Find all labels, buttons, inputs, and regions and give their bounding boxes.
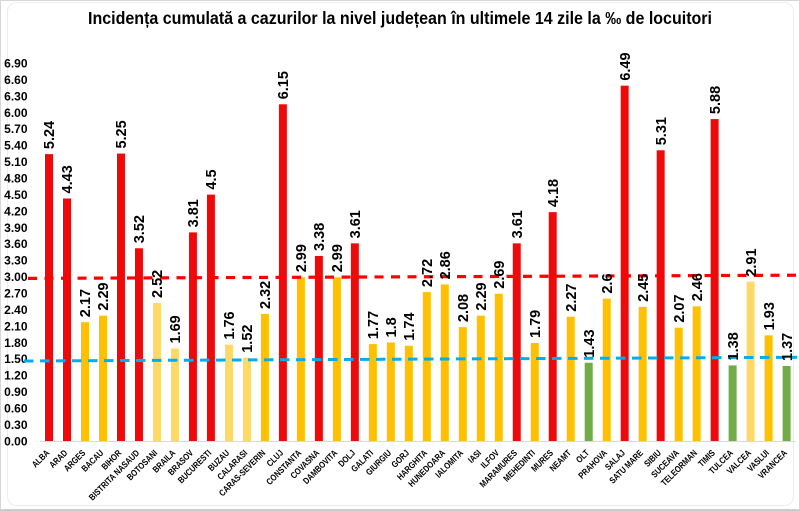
svg-text:2.70: 2.70 xyxy=(4,287,28,301)
svg-text:1.43: 1.43 xyxy=(582,329,598,357)
svg-text:0.30: 0.30 xyxy=(4,418,28,432)
svg-text:6.30: 6.30 xyxy=(4,89,28,103)
svg-text:2.32: 2.32 xyxy=(258,281,274,309)
svg-text:2.17: 2.17 xyxy=(78,289,94,317)
svg-text:2.07: 2.07 xyxy=(672,294,688,322)
svg-text:4.50: 4.50 xyxy=(4,188,28,202)
svg-text:6.60: 6.60 xyxy=(4,73,28,87)
svg-text:1.37: 1.37 xyxy=(780,333,796,361)
svg-text:3.00: 3.00 xyxy=(4,270,28,284)
svg-text:5.10: 5.10 xyxy=(4,155,28,169)
svg-text:1.93: 1.93 xyxy=(762,302,778,330)
svg-text:1.52: 1.52 xyxy=(240,325,256,353)
svg-text:2.6: 2.6 xyxy=(600,273,616,293)
svg-text:6.49: 6.49 xyxy=(618,52,634,80)
svg-text:2.10: 2.10 xyxy=(4,319,28,333)
svg-text:1.74: 1.74 xyxy=(402,313,418,341)
svg-text:3.30: 3.30 xyxy=(4,254,28,268)
svg-text:2.52: 2.52 xyxy=(150,270,166,298)
svg-text:1.80: 1.80 xyxy=(4,336,28,350)
svg-text:4.5: 4.5 xyxy=(204,169,220,189)
svg-text:6.90: 6.90 xyxy=(4,57,28,71)
svg-text:2.99: 2.99 xyxy=(294,244,310,272)
svg-text:2.99: 2.99 xyxy=(330,244,346,272)
svg-text:2.29: 2.29 xyxy=(474,282,490,310)
svg-text:5.25: 5.25 xyxy=(114,120,130,148)
svg-text:5.70: 5.70 xyxy=(4,122,28,136)
svg-text:2.40: 2.40 xyxy=(4,303,28,317)
svg-text:1.38: 1.38 xyxy=(726,332,742,360)
svg-text:2.08: 2.08 xyxy=(456,294,472,322)
svg-text:3.90: 3.90 xyxy=(4,221,28,235)
svg-text:Incidența cumulată a cazurilor: Incidența cumulată a cazurilor la nivel … xyxy=(88,8,712,28)
svg-text:1.79: 1.79 xyxy=(528,310,544,338)
svg-text:3.60: 3.60 xyxy=(4,237,28,251)
svg-text:3.81: 3.81 xyxy=(186,199,202,227)
svg-text:0.00: 0.00 xyxy=(4,434,28,448)
svg-text:1.8: 1.8 xyxy=(384,317,400,337)
svg-text:0.90: 0.90 xyxy=(4,385,28,399)
svg-text:5.88: 5.88 xyxy=(708,86,724,114)
svg-text:2.29: 2.29 xyxy=(96,282,112,310)
svg-text:3.61: 3.61 xyxy=(510,210,526,238)
svg-text:0.60: 0.60 xyxy=(4,401,28,415)
svg-text:5.24: 5.24 xyxy=(42,121,58,149)
svg-text:4.18: 4.18 xyxy=(546,179,562,207)
svg-text:6.00: 6.00 xyxy=(4,106,28,120)
svg-text:2.69: 2.69 xyxy=(492,260,508,288)
svg-text:2.46: 2.46 xyxy=(690,273,706,301)
svg-text:2.91: 2.91 xyxy=(744,248,760,276)
svg-text:4.43: 4.43 xyxy=(60,165,76,193)
svg-text:1.20: 1.20 xyxy=(4,369,28,383)
svg-text:3.52: 3.52 xyxy=(132,215,148,243)
svg-text:3.38: 3.38 xyxy=(312,223,328,251)
svg-text:2.86: 2.86 xyxy=(438,251,454,279)
svg-text:4.20: 4.20 xyxy=(4,204,28,218)
svg-text:3.61: 3.61 xyxy=(348,210,364,238)
svg-text:5.31: 5.31 xyxy=(654,117,670,145)
svg-text:5.40: 5.40 xyxy=(4,139,28,153)
svg-text:1.69: 1.69 xyxy=(168,315,184,343)
svg-text:6.15: 6.15 xyxy=(276,71,292,99)
svg-text:1.76: 1.76 xyxy=(222,311,238,339)
svg-text:2.45: 2.45 xyxy=(636,274,652,302)
svg-text:1.77: 1.77 xyxy=(366,311,382,339)
svg-text:2.27: 2.27 xyxy=(564,283,580,311)
svg-text:4.80: 4.80 xyxy=(4,172,28,186)
svg-text:1.50: 1.50 xyxy=(4,352,28,366)
svg-text:2.72: 2.72 xyxy=(420,259,436,287)
